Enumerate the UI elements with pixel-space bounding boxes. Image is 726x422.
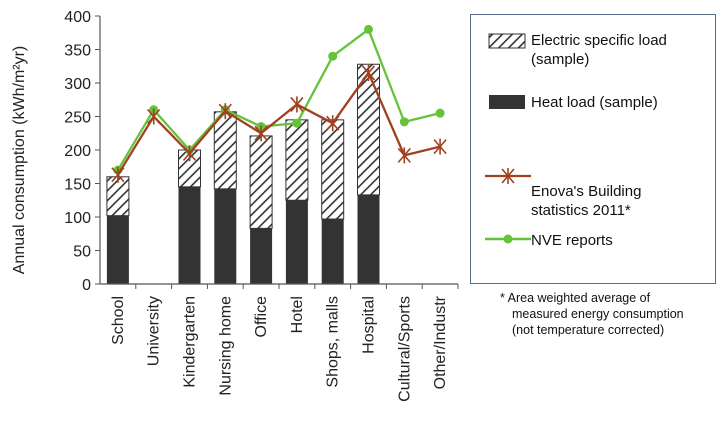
x-tick-label: Nursing home [217,296,234,396]
y-tick-label: 200 [64,143,91,160]
y-tick-label: 250 [64,110,91,127]
point-enova [290,96,304,113]
bar-heat-load [214,188,237,284]
bars [106,63,380,284]
bar-heat-load [250,228,273,284]
x-tick-label: Cultural/Sports [396,296,413,402]
bar-electric-load [285,119,309,201]
x-tick-label: Other/Industr [432,295,449,389]
x-tick-label: Shops, malls [325,296,342,388]
y-tick-label: 0 [82,277,91,294]
legend-swatch-nve [485,234,531,244]
point-enova [397,147,411,164]
legend-swatch-heat [489,95,525,109]
y-axis-ticks: 0 50 100 150 200 250 300 350 400 [64,9,100,294]
point-enova [433,138,447,155]
point-enova [254,125,268,142]
legend: Electric specific load (sample) Heat loa… [470,14,716,284]
x-tick-label: Office [253,296,270,338]
y-tick-label: 100 [64,210,91,227]
footnote: * Area weighted average of measured ener… [500,290,722,338]
y-axis-label: Annual consumption (kWh/m²yr) [11,46,28,275]
footnote-line: measured energy consumption [512,307,684,321]
point-enova [326,115,340,132]
series-lines [111,24,447,183]
x-tick-label: Hospital [361,296,378,354]
point-enova [182,145,197,162]
legend-swatch-electric [488,33,526,49]
x-tick-label: University [146,296,163,366]
point-enova [147,108,161,125]
y-tick-label: 150 [64,177,91,194]
bar-electric-load [249,135,273,229]
footnote-line: * Area weighted average of [500,291,651,305]
point-nve [364,24,373,34]
legend-label-enova: Enova's Building statistics 2011* [531,183,642,219]
bar-electric-load [357,63,380,196]
point-nve [399,117,409,127]
line-nve-reports [116,28,441,171]
bar-heat-load [357,194,380,284]
point-nve [435,108,445,118]
point-nve [292,118,302,128]
y-tick-label: 300 [64,76,91,93]
bar-heat-load [178,186,201,284]
x-axis-ticks: School University Kindergarten Nursing home… [110,284,459,402]
point-enova [361,64,376,81]
legend-swatches [485,33,531,244]
legend-label-heat: Heat load (sample) [531,94,658,111]
legend-swatch-enova [485,168,531,184]
bar-electric-load [321,119,345,220]
bar-electric-load [213,111,237,190]
point-enova [111,166,125,183]
y-tick-label: 50 [73,244,91,261]
bar-heat-load [285,200,308,284]
bar-heat-load [321,219,344,284]
x-tick-label: School [110,296,127,345]
point-enova [218,103,232,120]
legend-label-nve: NVE reports [531,232,613,249]
footnote-line: (not temperature corrected) [512,323,665,337]
x-tick-label: Hotel [289,296,306,333]
legend-label-electric: Electric specific load (sample) [531,32,667,68]
point-nve [328,51,338,61]
y-tick-label: 400 [64,9,91,26]
y-tick-label: 350 [64,43,91,60]
x-tick-label: Kindergarten [182,296,199,388]
line-enova-statistics [116,71,441,176]
bar-heat-load [106,215,129,284]
